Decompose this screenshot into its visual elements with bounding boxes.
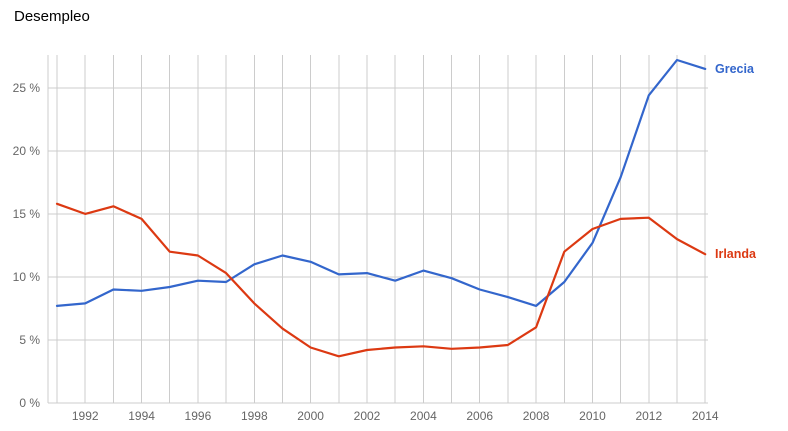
y-tick-label: 20 %: [13, 144, 41, 158]
x-tick-label: 2002: [354, 409, 381, 423]
x-tick-label: 1992: [72, 409, 99, 423]
y-tick-label: 0 %: [19, 396, 40, 410]
x-tick-label: 2010: [579, 409, 606, 423]
x-tick-label: 2014: [692, 409, 719, 423]
chart-title: Desempleo: [14, 8, 90, 25]
x-tick-label: 2008: [523, 409, 550, 423]
series-line-grecia: [55, 58, 707, 307]
series-line-irlanda: [55, 202, 707, 358]
x-tick-label: 2000: [297, 409, 324, 423]
x-tick-label: 1994: [128, 409, 155, 423]
y-tick-label: 5 %: [19, 333, 40, 347]
series-label-irlanda: Irlanda: [715, 247, 757, 261]
series-label-grecia: Grecia: [715, 62, 755, 76]
y-tick-label: 15 %: [13, 207, 41, 221]
y-tick-label: 10 %: [13, 270, 41, 284]
x-tick-label: 2004: [410, 409, 437, 423]
y-tick-label: 25 %: [13, 81, 41, 95]
x-tick-label: 2012: [635, 409, 662, 423]
x-tick-label: 1996: [185, 409, 212, 423]
x-tick-label: 1998: [241, 409, 268, 423]
x-tick-label: 2006: [466, 409, 493, 423]
